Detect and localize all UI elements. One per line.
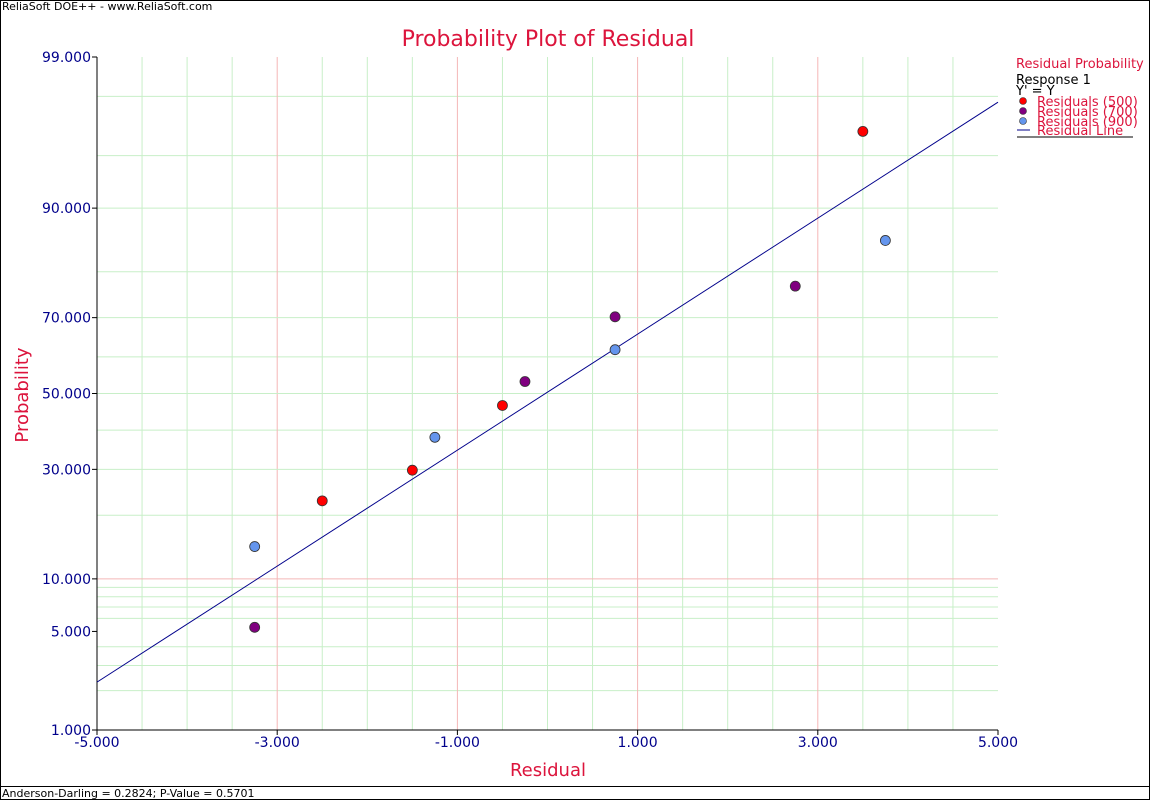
residual-point-3 [249,541,261,552]
data-points [249,126,891,633]
legend-series-label: Residuals (900) [1037,115,1138,130]
grid [97,57,998,730]
y-tick-label: 90.000 [42,201,91,217]
y-tick-label: 10.000 [42,572,91,588]
y-tick-label: 70.000 [42,311,91,327]
legend-heading: Residual Probability [1016,57,1144,72]
x-tick-label: 1.000 [618,735,658,751]
residual-point-3 [609,344,621,356]
legend-marker [1019,97,1027,105]
legend-marker [1019,107,1027,115]
legend-marker [1019,117,1027,125]
legend-transform: Y' = Y [1015,84,1055,99]
residual-point-3 [879,235,891,246]
axes: -5.000 -3.000 -1.000 1.000 3.000 5.000 1.000 5.… [42,50,1018,751]
legend-entries: Residuals (500)Residuals (700)Residuals … [1017,95,1138,139]
x-tick-label: -5.000 [74,735,119,751]
x-tick-label: 3.000 [798,735,838,751]
legend: Residual Probability Response 1 Y' = Y R… [1015,57,1144,139]
footer-divider [0,786,1150,787]
x-tick-label: -1.000 [435,735,480,751]
y-tick-label: 30.000 [42,462,91,478]
residual-point-1 [316,495,328,507]
x-tick-label: 5.000 [978,735,1018,751]
legend-series-label: Residuals (500) [1037,95,1138,110]
legend-series-label: Residuals (700) [1037,105,1138,120]
fit-line-layer [96,101,999,683]
app-credit: ReliaSoft DOE++ - www.ReliaSoft.com [2,0,213,13]
goodness-of-fit-stat: Anderson-Darling = 0.2824; P-Value = 0.5… [2,787,255,800]
y-tick-label: 5.000 [51,624,91,640]
y-axis-label: Probability [12,347,33,442]
residual-point-1 [857,126,869,137]
residual-point-1 [406,464,418,476]
residual-point-2 [789,280,801,292]
residual-point-1 [497,400,508,411]
legend-line-label: Residual Line [1037,124,1123,139]
chart-title: Probability Plot of Residual [402,27,695,52]
y-tick-label: 1.000 [51,723,91,739]
y-tick-label: 50.000 [42,387,91,403]
residual-point-2 [249,621,261,633]
y-tick-label: 99.000 [42,50,91,66]
residual-line [96,101,999,683]
x-tick-label: -3.000 [255,735,300,751]
x-axis-label: Residual [510,760,586,781]
residual-point-2 [519,376,531,387]
residual-point-3 [429,431,441,443]
residual-point-2 [609,311,621,323]
legend-subheading: Response 1 [1016,73,1091,88]
